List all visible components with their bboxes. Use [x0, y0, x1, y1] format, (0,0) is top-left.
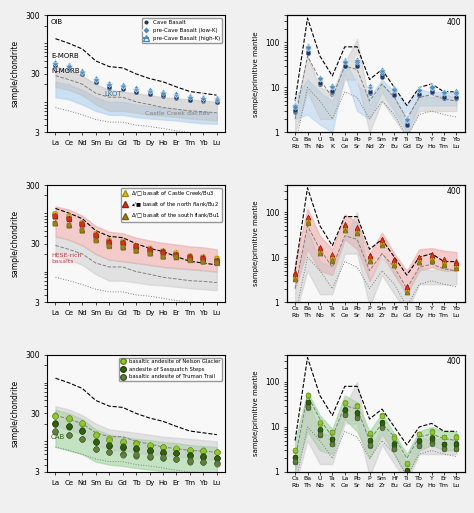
Text: CAB: CAB — [51, 435, 65, 441]
Y-axis label: sample/primitive mantle: sample/primitive mantle — [253, 371, 259, 456]
Y-axis label: sample/chondrite: sample/chondrite — [10, 41, 19, 108]
Y-axis label: sample/primitive mantle: sample/primitive mantle — [253, 201, 259, 286]
Y-axis label: sample/chondrite: sample/chondrite — [10, 210, 19, 277]
Y-axis label: sample/chondrite: sample/chondrite — [10, 380, 19, 447]
Y-axis label: sample/primitive mantle: sample/primitive mantle — [253, 31, 259, 116]
Text: HESE-rich
basalts: HESE-rich basalts — [51, 253, 82, 264]
Legend: basaltic andesite of Nelson Glacier, andesite of Sasquatch Steps, basaltic andes: basaltic andesite of Nelson Glacier, and… — [119, 358, 222, 381]
Text: 400: 400 — [447, 357, 461, 366]
Text: 400: 400 — [447, 18, 461, 27]
Text: LKOT: LKOT — [104, 91, 122, 97]
Legend: Cave Basalt, pre-Cave Basalt (low-K), pre-Cave Basalt (high-K): Cave Basalt, pre-Cave Basalt (low-K), pr… — [142, 18, 222, 43]
Text: 400: 400 — [447, 187, 461, 196]
Legend: $\Delta$/□ basalt of Castle Creek/Bu3, $\blacktriangle$/■ basalt of the north fl: $\Delta$/□ basalt of Castle Creek/Bu3, $… — [121, 188, 222, 222]
Text: N-MORB: N-MORB — [51, 68, 80, 74]
Text: Castle Creek dacites: Castle Creek dacites — [145, 111, 210, 116]
Text: E-MORB: E-MORB — [51, 53, 79, 59]
Text: OIB: OIB — [51, 19, 63, 25]
